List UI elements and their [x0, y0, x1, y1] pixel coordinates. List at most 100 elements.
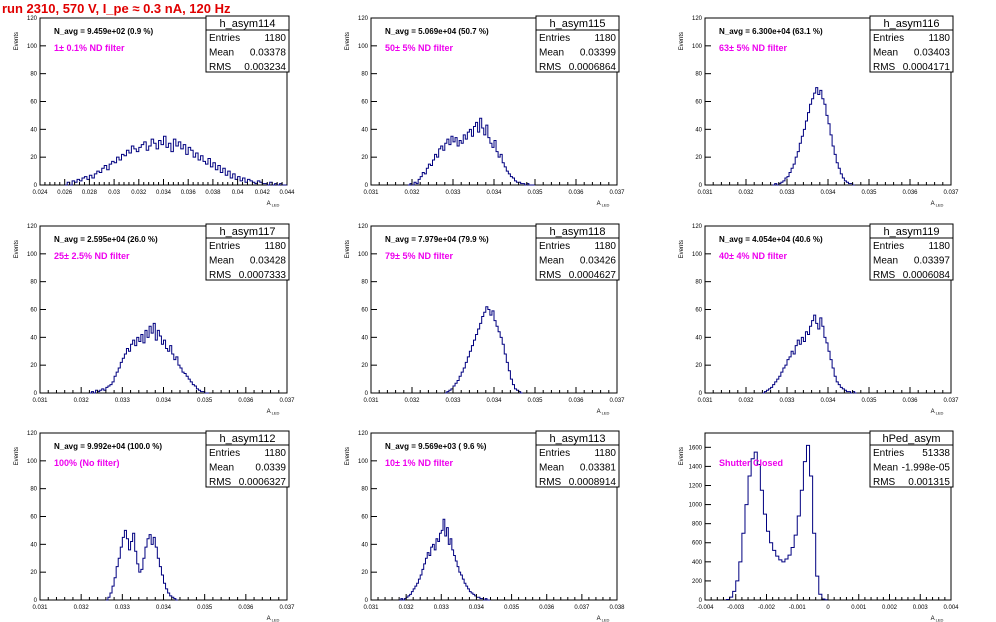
stats-label-mean: Mean [539, 48, 564, 59]
x-tick-label: 0.032 [399, 605, 415, 611]
stats-label-mean: Mean [209, 463, 234, 474]
y-tick-label: 40 [361, 127, 368, 133]
x-tick-label: 0.033 [434, 605, 450, 611]
y-tick-label: 120 [358, 16, 369, 22]
y-axis-label: Events [679, 240, 685, 258]
stats-box [205, 223, 290, 281]
x-axis-label: ALED [267, 409, 280, 416]
y-tick-label: 60 [30, 100, 37, 106]
histogram-name: h_asym116 [883, 18, 939, 30]
histogram-line [772, 87, 855, 186]
x-tick-label: 0.034 [156, 190, 172, 196]
y-tick-label: 20 [361, 363, 368, 369]
stats-value-entries: 1180 [594, 33, 616, 44]
histogram-panel-h_asym112: 0.031 0.032 0.033 0.034 0.035 0.036 0.037 0 20 40… [14, 430, 295, 622]
stats-value-entries: 1180 [928, 241, 950, 252]
stats-box [205, 15, 290, 73]
stats-label-entries: Entries [539, 448, 570, 459]
stats-label-entries: Entries [873, 241, 904, 252]
histogram-line [762, 314, 857, 394]
x-axis-label: ALED [597, 201, 610, 208]
x-tick-label: 0.036 [539, 605, 555, 611]
histogram-panel-h_asym113: 0.031 0.032 0.033 0.034 0.035 0.036 0.037 0.038… [345, 430, 625, 622]
plot-title: N_avg = 2.595e+04 (26.0 %) [54, 235, 158, 244]
stats-value-entries: 1180 [594, 448, 616, 459]
x-tick-label: 0.04 [232, 190, 244, 196]
x-tick-label: 0.032 [404, 190, 420, 196]
stats-label-rms: RMS [539, 270, 562, 281]
histogram-panel-h_asym114: 0.024 0.026 0.028 0.03 0.032 0.034 0.036 0.038 0… [14, 15, 295, 208]
x-tick-label: 0.003 [913, 605, 929, 611]
stats-box [205, 430, 290, 488]
plot-title: N_avg = 9.459e+02 (0.9 %) [54, 27, 154, 36]
y-axis-label: Events [14, 447, 20, 465]
filter-annotation: 1± 0.1% ND filter [54, 43, 125, 53]
y-tick-label: 80 [361, 280, 368, 286]
histogram-line [89, 322, 209, 394]
stats-label-entries: Entries [209, 33, 240, 44]
x-tick-label: 0.036 [238, 398, 254, 404]
histogram-panel-h_asym115: 0.031 0.032 0.033 0.034 0.035 0.036 0.037 0 20 40… [345, 15, 625, 208]
y-tick-label: 60 [30, 308, 37, 314]
stats-value-mean: 0.03403 [914, 48, 951, 59]
y-axis-label: Events [345, 240, 351, 258]
x-tick-label: -0.003 [727, 605, 745, 611]
x-axis-label: ALED [267, 616, 280, 622]
y-tick-label: 1000 [689, 503, 703, 509]
y-tick-label: 0 [365, 183, 369, 189]
x-tick-label: 0.033 [779, 398, 795, 404]
stats-value-rms: 0.0008914 [569, 477, 617, 488]
y-tick-label: 1600 [689, 445, 703, 451]
x-tick-label: 0.026 [57, 190, 73, 196]
stats-label-rms: RMS [209, 477, 232, 488]
y-tick-label: 60 [361, 515, 368, 521]
stats-label-mean: Mean [539, 256, 564, 267]
stats-box [535, 15, 620, 73]
x-tick-label: 0.03 [108, 190, 120, 196]
x-tick-label: 0.033 [445, 398, 461, 404]
run-title: run 2310, 570 V, I_pe ≈ 0.3 nA, 120 Hz [2, 1, 231, 16]
x-tick-label: -0.002 [758, 605, 776, 611]
x-tick-label: 0.024 [32, 190, 48, 196]
x-tick-label: 0.031 [32, 605, 48, 611]
stats-value-mean: 0.03428 [250, 256, 287, 267]
histogram-panel-hPed_asym: -0.004 -0.003 -0.002 -0.001 0 0.001 0.002 0.003… [679, 430, 959, 622]
y-axis-label: Events [345, 447, 351, 465]
stats-value-rms: 0.0006864 [569, 62, 617, 73]
stats-value-rms: 0.0006084 [903, 270, 951, 281]
y-tick-label: 120 [358, 431, 369, 437]
x-tick-label: 0.036 [238, 605, 254, 611]
y-tick-label: 200 [692, 579, 703, 585]
y-tick-label: 100 [692, 44, 703, 50]
y-axis-label: Events [14, 240, 20, 258]
x-tick-label: 0.036 [568, 398, 584, 404]
stats-value-entries: 1180 [264, 33, 286, 44]
y-tick-label: 60 [695, 100, 702, 106]
x-axis-label: ALED [931, 201, 944, 208]
y-tick-label: 80 [30, 72, 37, 78]
y-tick-label: 40 [30, 542, 37, 548]
plot-title: N_avg = 7.979e+04 (79.9 %) [385, 235, 489, 244]
stats-box [535, 430, 620, 488]
y-tick-label: 20 [30, 155, 37, 161]
stats-label-rms: RMS [873, 477, 896, 488]
histogram-line [407, 117, 535, 186]
stats-value-mean: 0.03426 [580, 256, 617, 267]
y-tick-label: 100 [27, 252, 38, 258]
y-tick-label: 60 [695, 308, 702, 314]
x-tick-label: 0.037 [943, 190, 959, 196]
x-tick-label: 0.034 [486, 190, 502, 196]
stats-label-entries: Entries [873, 33, 904, 44]
stats-label-entries: Entries [539, 33, 570, 44]
stats-value-mean: 0.03397 [914, 256, 951, 267]
y-tick-label: 0 [699, 183, 703, 189]
x-tick-label: 0.031 [363, 605, 379, 611]
histogram-line [64, 135, 287, 186]
y-tick-label: 0 [699, 598, 703, 604]
stats-label-mean: Mean [873, 463, 898, 474]
stats-label-entries: Entries [539, 241, 570, 252]
stats-box [869, 15, 954, 73]
x-tick-label: 0.034 [820, 398, 836, 404]
histogram-panel-h_asym117: 0.031 0.032 0.033 0.034 0.035 0.036 0.037 0 20 40… [14, 223, 295, 416]
